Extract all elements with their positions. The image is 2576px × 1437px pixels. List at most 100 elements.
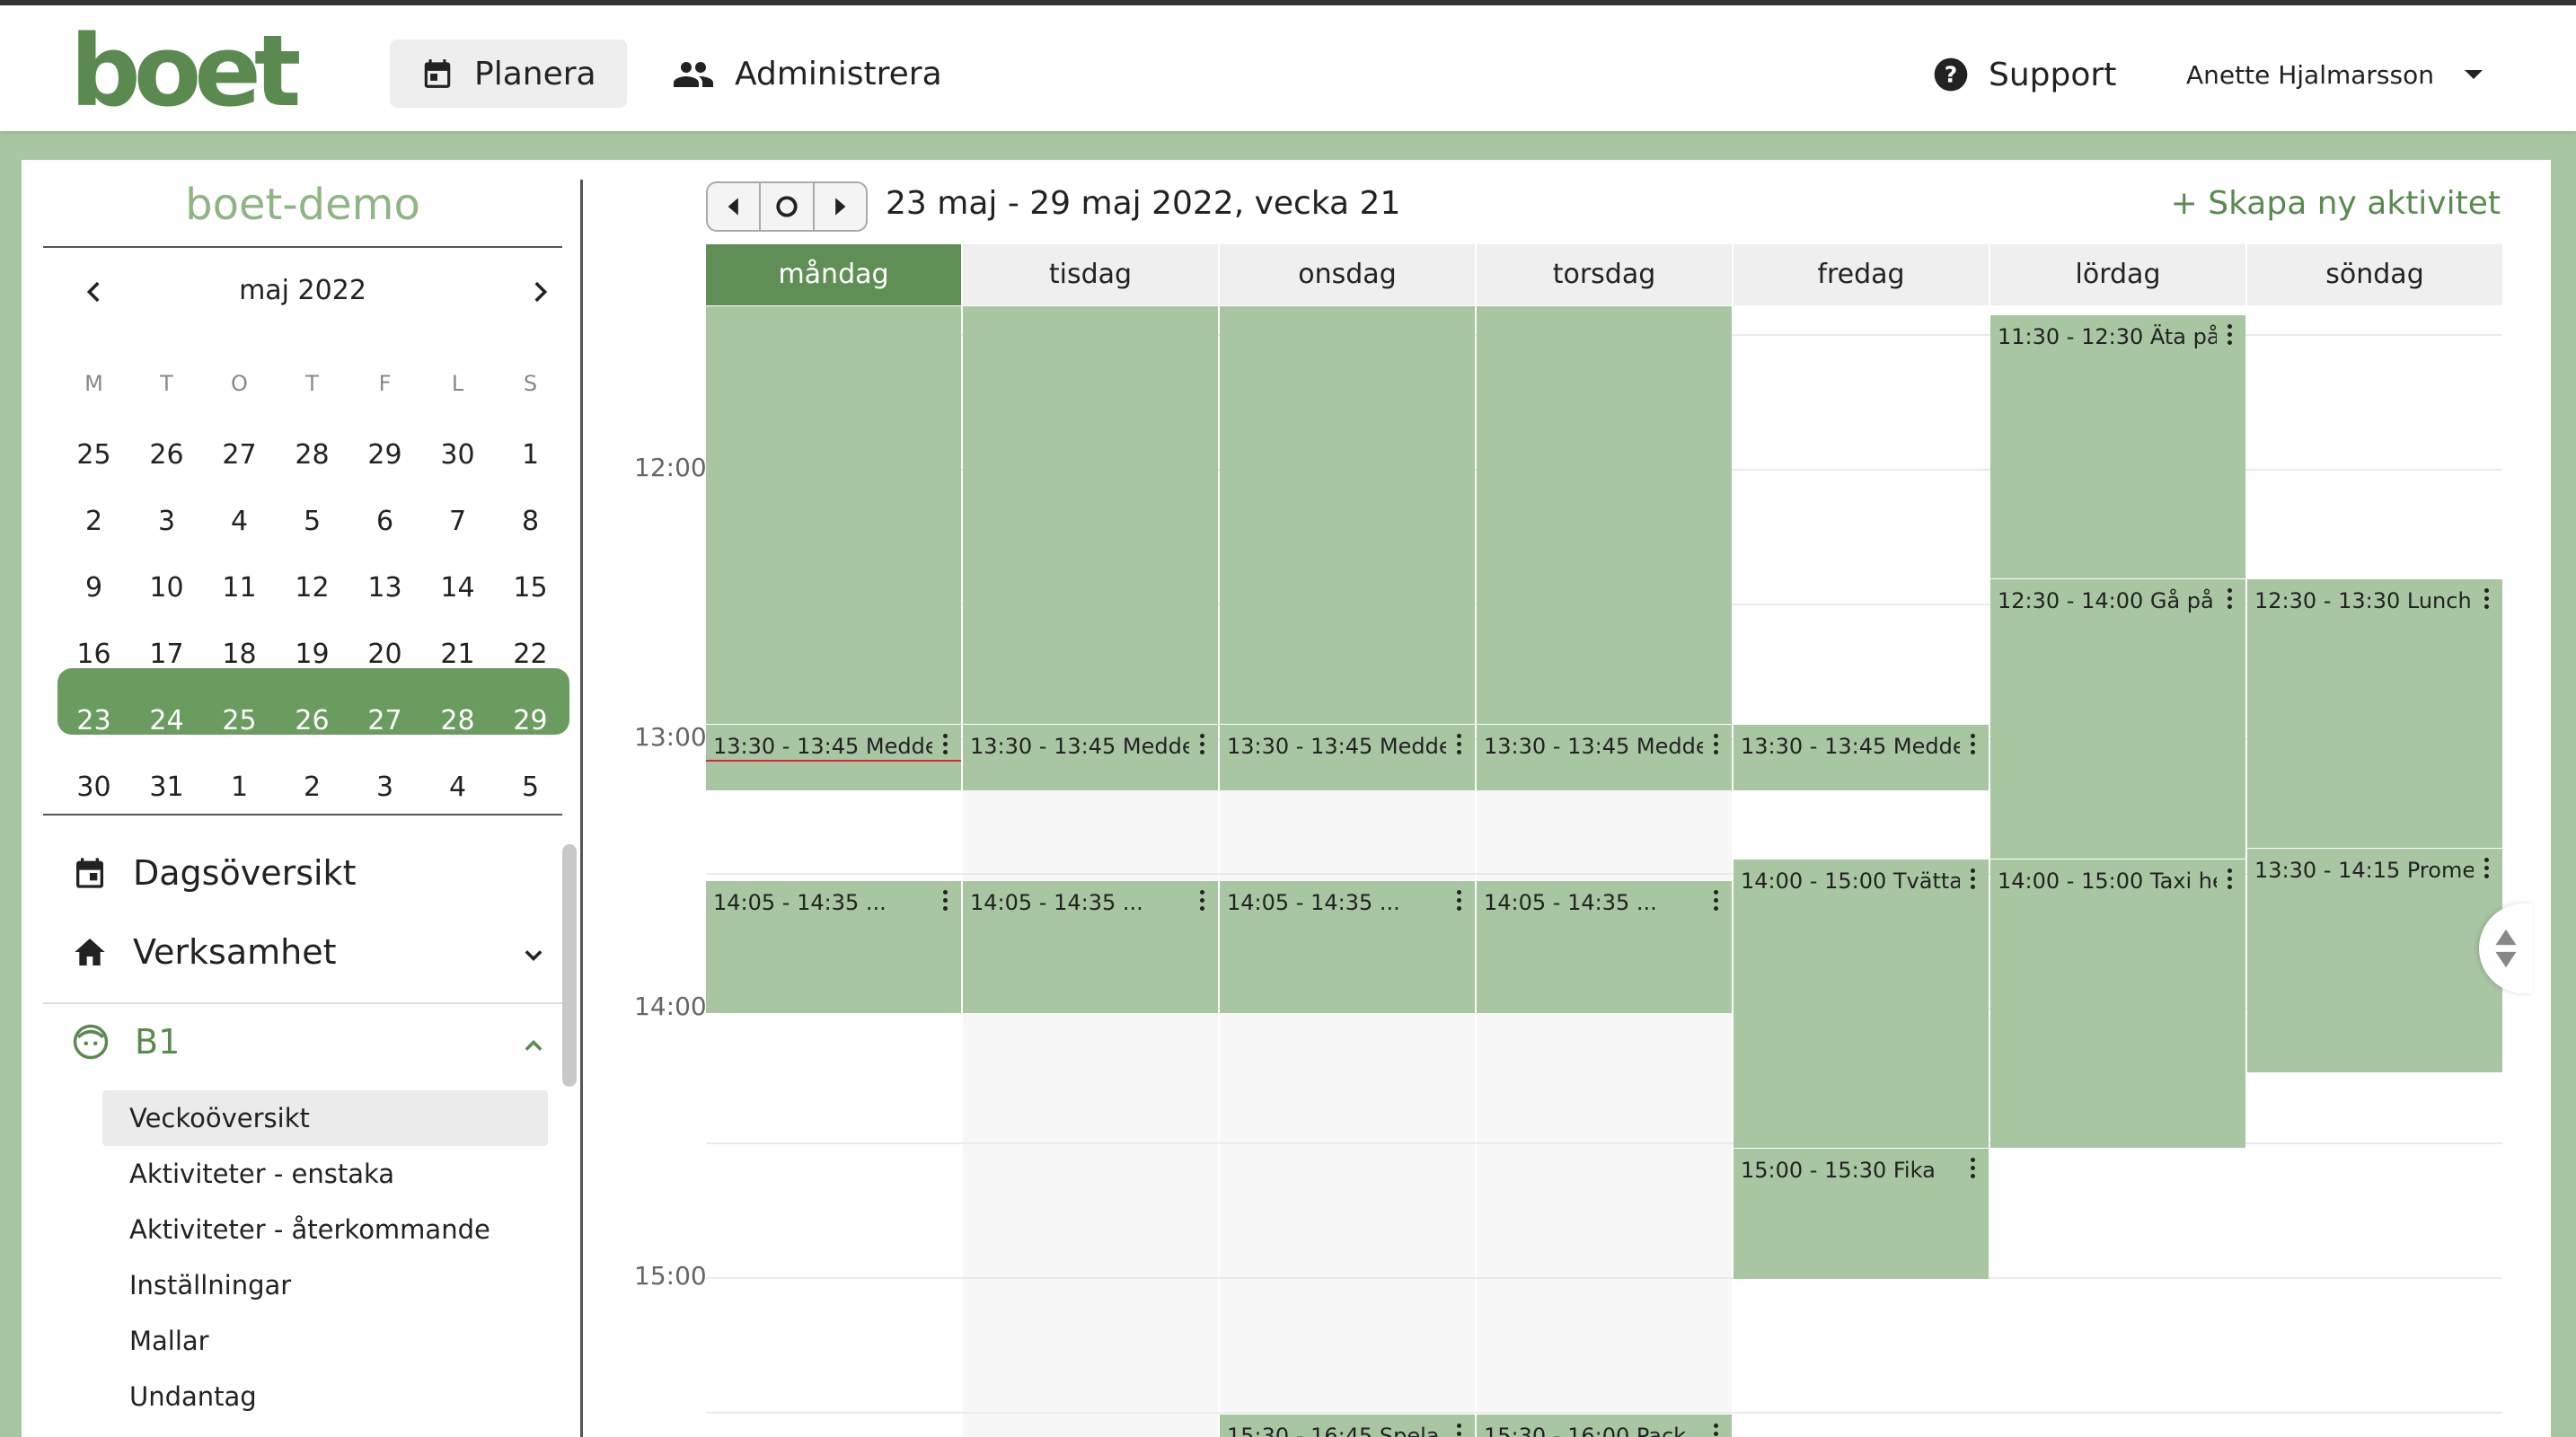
calendar-event[interactable]: 13:30 - 13:45 Meddel (706, 724, 961, 790)
sidebar-scrollbar[interactable] (562, 844, 577, 1087)
mini-day[interactable]: 25 (76, 439, 111, 471)
mini-day[interactable]: 24 (149, 705, 184, 736)
mini-day[interactable]: 18 (222, 639, 257, 670)
mini-day[interactable]: 12 (295, 572, 330, 604)
calendar-event[interactable] (1477, 305, 1732, 724)
mini-day[interactable]: 1 (521, 439, 540, 471)
mini-day[interactable]: 30 (76, 771, 111, 803)
mini-day[interactable]: 2 (303, 771, 322, 803)
mini-day[interactable]: 22 (513, 639, 548, 670)
chevron-right-icon[interactable] (525, 277, 555, 307)
mini-day[interactable]: 15 (513, 572, 548, 604)
mini-day[interactable]: 16 (76, 639, 111, 670)
sidebar-subitem[interactable]: Mallar (129, 1326, 209, 1356)
more-vert-icon[interactable] (1457, 734, 1462, 755)
calendar-event[interactable]: 13:30 - 13:45 Meddel (963, 724, 1218, 790)
sidebar-subitem[interactable]: Undantag (129, 1381, 257, 1412)
user-menu[interactable]: Anette Hjalmarsson (2186, 50, 2483, 99)
mini-day[interactable]: 2 (84, 506, 103, 537)
mini-day[interactable]: 10 (149, 572, 184, 604)
sidebar-item-verksamhet[interactable]: Verksamhet (72, 932, 337, 972)
more-vert-icon[interactable] (943, 890, 948, 912)
day-header[interactable]: söndag (2247, 244, 2502, 305)
more-vert-icon[interactable] (1200, 734, 1205, 755)
more-vert-icon[interactable] (1714, 734, 1719, 755)
more-vert-icon[interactable] (1457, 1424, 1462, 1437)
calendar-event[interactable]: 13:30 - 13:45 Meddel (1734, 724, 1989, 790)
mini-day[interactable]: 19 (295, 639, 330, 670)
support-link[interactable]: ? Support (1933, 45, 2116, 104)
selected-week-highlight[interactable] (57, 668, 569, 735)
mini-day[interactable]: 20 (367, 639, 402, 670)
calendar-event[interactable]: 11:30 - 12:30 Äta på ... (1990, 314, 2245, 578)
mini-day[interactable]: 30 (440, 439, 475, 471)
today-button[interactable] (761, 183, 815, 230)
day-header[interactable]: lördag (1990, 244, 2245, 305)
mini-day[interactable]: 17 (149, 639, 184, 670)
mini-day[interactable]: 28 (440, 705, 475, 736)
mini-day[interactable]: 27 (222, 439, 257, 471)
more-vert-icon[interactable] (2228, 324, 2233, 346)
mini-day[interactable]: 13 (367, 572, 402, 604)
calendar-event[interactable] (1220, 305, 1475, 724)
calendar-event[interactable] (706, 305, 961, 724)
more-vert-icon[interactable] (1971, 868, 1976, 890)
sidebar-subitem[interactable]: Aktiviteter - återkommande (129, 1214, 490, 1245)
mini-day[interactable]: 4 (448, 771, 467, 803)
calendar-event[interactable]: 15:00 - 15:30 Fika (1734, 1148, 1989, 1279)
mini-day[interactable]: 9 (84, 572, 103, 604)
mini-day[interactable]: 5 (303, 506, 322, 537)
calendar-event[interactable]: 13:30 - 13:45 Meddel (1220, 724, 1475, 790)
more-vert-icon[interactable] (2228, 588, 2233, 610)
mini-day[interactable]: 6 (375, 506, 394, 537)
day-header[interactable]: tisdag (963, 244, 1218, 305)
mini-day[interactable]: 26 (149, 439, 184, 471)
sidebar-item-dagsoversikt[interactable]: Dagsöversikt (72, 853, 356, 893)
calendar-event[interactable]: 14:05 - 14:35 ... (706, 880, 961, 1013)
calendar-event[interactable]: 14:00 - 15:00 Tvätta (1734, 859, 1989, 1148)
calendar-event[interactable]: 15:30 - 16:00 Pack (1477, 1414, 1732, 1437)
chevron-down-icon[interactable] (521, 943, 546, 968)
mini-day[interactable]: 29 (513, 705, 548, 736)
more-vert-icon[interactable] (1971, 1158, 1976, 1179)
sidebar-subitem[interactable]: Aktiviteter - enstaka (129, 1159, 395, 1189)
mini-day[interactable]: 29 (367, 439, 402, 471)
mini-day[interactable]: 8 (521, 506, 540, 537)
more-vert-icon[interactable] (1200, 890, 1205, 912)
more-vert-icon[interactable] (1457, 890, 1462, 912)
mini-day[interactable]: 21 (440, 639, 475, 670)
mini-day[interactable]: 31 (149, 771, 184, 803)
mini-day[interactable]: 3 (157, 506, 176, 537)
more-vert-icon[interactable] (1714, 890, 1719, 912)
sidebar-subitem[interactable]: Inställningar (129, 1270, 292, 1300)
mini-day[interactable]: 11 (222, 572, 257, 604)
boet-logo[interactable]: boet (70, 13, 301, 128)
more-vert-icon[interactable] (2484, 858, 2490, 879)
nav-planera[interactable]: Planera (390, 40, 627, 108)
chevron-left-icon[interactable] (79, 277, 110, 307)
mini-day[interactable]: 4 (230, 506, 249, 537)
calendar-event[interactable]: 14:05 - 14:35 ... (963, 880, 1218, 1013)
mini-day[interactable]: 7 (448, 506, 467, 537)
calendar-event[interactable]: 15:30 - 16:45 Spela (1220, 1414, 1475, 1437)
more-vert-icon[interactable] (1971, 734, 1976, 755)
calendar-event[interactable]: 12:30 - 14:00 Gå på ... (1990, 578, 2245, 859)
mini-day[interactable]: 26 (295, 705, 330, 736)
calendar-event[interactable]: 14:05 - 14:35 ... (1220, 880, 1475, 1013)
day-header[interactable]: onsdag (1220, 244, 1475, 305)
chevron-up-icon[interactable] (521, 1033, 546, 1058)
mini-day[interactable]: 27 (367, 705, 402, 736)
calendar-event[interactable]: 13:30 - 14:15 Promen (2247, 848, 2502, 1072)
mini-day[interactable]: 1 (230, 771, 249, 803)
day-header[interactable]: torsdag (1477, 244, 1732, 305)
day-header[interactable]: fredag (1734, 244, 1989, 305)
mini-day[interactable]: 28 (295, 439, 330, 471)
next-week-button[interactable] (815, 183, 866, 230)
mini-day[interactable]: 25 (222, 705, 257, 736)
calendar-event[interactable] (963, 305, 1218, 724)
more-vert-icon[interactable] (2484, 588, 2490, 610)
calendar-event[interactable]: 14:00 - 15:00 Taxi he (1990, 859, 2245, 1148)
mini-day[interactable]: 5 (521, 771, 540, 803)
more-vert-icon[interactable] (1714, 1424, 1719, 1437)
prev-week-button[interactable] (708, 183, 762, 230)
